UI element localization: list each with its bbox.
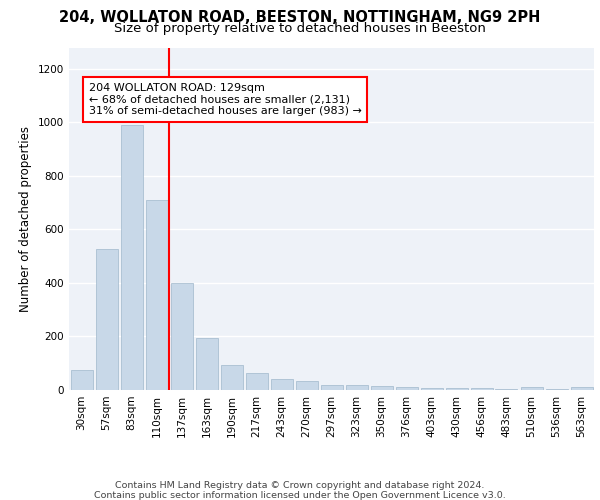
Y-axis label: Number of detached properties: Number of detached properties [19, 126, 32, 312]
Bar [170, 283, 193, 390]
Text: Size of property relative to detached houses in Beeston: Size of property relative to detached ho… [114, 22, 486, 35]
Bar [571, 387, 593, 390]
Bar [521, 388, 542, 390]
Text: 204 WOLLATON ROAD: 129sqm
← 68% of detached houses are smaller (2,131)
31% of se: 204 WOLLATON ROAD: 129sqm ← 68% of detac… [89, 83, 362, 116]
Bar [296, 382, 317, 390]
Bar [395, 387, 418, 390]
Bar [371, 386, 392, 390]
Text: Contains HM Land Registry data © Crown copyright and database right 2024.
Contai: Contains HM Land Registry data © Crown c… [94, 480, 506, 500]
Bar [221, 364, 242, 390]
Bar [470, 388, 493, 390]
Bar [146, 200, 167, 390]
Text: 204, WOLLATON ROAD, BEESTON, NOTTINGHAM, NG9 2PH: 204, WOLLATON ROAD, BEESTON, NOTTINGHAM,… [59, 10, 541, 25]
Bar [320, 385, 343, 390]
Bar [245, 372, 268, 390]
Bar [196, 338, 218, 390]
Bar [445, 388, 467, 390]
Bar [121, 125, 143, 390]
Bar [271, 379, 293, 390]
Bar [346, 385, 367, 390]
Bar [421, 388, 443, 390]
Bar [95, 248, 118, 390]
Bar [71, 370, 92, 390]
